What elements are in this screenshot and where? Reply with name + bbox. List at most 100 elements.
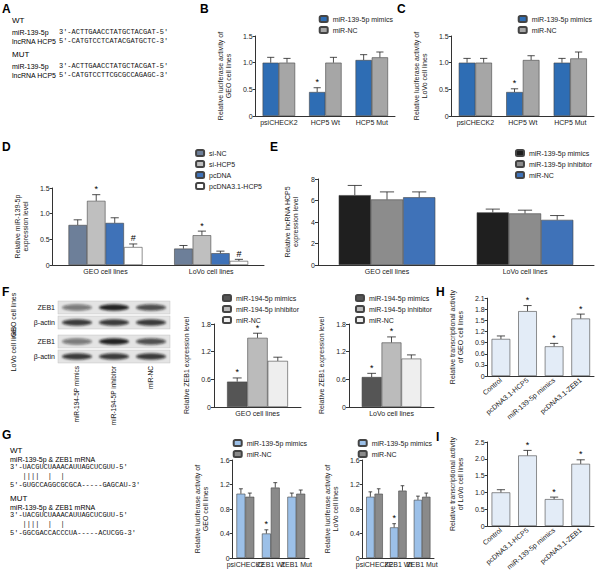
svg-text:of GEO cell lines: of GEO cell lines [457, 311, 464, 364]
svg-text:psiCHECK2: psiCHECK2 [260, 119, 297, 127]
svg-text:Relative lncRNA HCP5: Relative lncRNA HCP5 [284, 186, 291, 257]
svg-text:pcDNA3.1-HCP5: pcDNA3.1-HCP5 [485, 526, 531, 566]
svg-text:expression level: expression level [292, 196, 300, 247]
svg-text:Relative luciferase activity o: Relative luciferase activity of [194, 465, 202, 553]
svg-text:*: * [200, 221, 204, 231]
svg-text:1.5: 1.5 [243, 33, 253, 40]
svg-text:LoVo cell lines: LoVo cell lines [503, 268, 548, 275]
svg-text:expression level: expression level [22, 201, 30, 252]
svg-text:miR-139-5p mimics: miR-139-5p mimics [506, 526, 558, 571]
svg-text:*: * [579, 449, 583, 459]
svg-text:*: * [526, 295, 530, 305]
svg-text:2.5: 2.5 [475, 439, 485, 446]
svg-text:miR-NC: miR-NC [372, 451, 397, 458]
svg-text:0: 0 [481, 373, 485, 380]
svg-text:pcDNA: pcDNA [209, 172, 232, 180]
svg-text:miR-194-5p inhibitor: miR-194-5p inhibitor [236, 306, 300, 314]
svg-text:miR-139-5p mimics: miR-139-5p mimics [333, 16, 394, 24]
svg-text:miR-194-5p inhibitor: miR-194-5p inhibitor [369, 306, 433, 314]
svg-text:GEO cell lines: GEO cell lines [365, 268, 410, 275]
svg-text:GEO cell lines: GEO cell lines [202, 486, 209, 531]
svg-text:1.2: 1.2 [336, 348, 346, 355]
svg-text:Control: Control [481, 526, 503, 546]
svg-text:Control: Control [481, 376, 503, 396]
svg-text:1.5: 1.5 [439, 33, 449, 40]
svg-text:GEO cell lines: GEO cell lines [225, 53, 232, 98]
svg-text:miR-NC: miR-NC [247, 451, 272, 458]
svg-text:1.5: 1.5 [475, 317, 485, 324]
svg-text:0: 0 [342, 404, 346, 411]
svg-text:1.2: 1.2 [350, 481, 360, 488]
svg-text:miR-139-5p mimics: miR-139-5p mimics [529, 150, 590, 158]
svg-text:0: 0 [207, 404, 211, 411]
svg-text:β-actin: β-actin [34, 353, 55, 361]
svg-text:ZEB1: ZEB1 [37, 338, 55, 345]
svg-text:0.8: 0.8 [350, 506, 360, 513]
svg-text:*: * [552, 487, 556, 497]
svg-text:Relative transcriptional activ: Relative transcriptional activity [449, 290, 457, 385]
svg-text:ZEB1 Mut: ZEB1 Mut [281, 561, 312, 568]
svg-text:0.6: 0.6 [336, 376, 346, 383]
svg-text:LoVo cell lines: LoVo cell lines [189, 268, 234, 275]
svg-text:pcDNA3.1-ZEB1: pcDNA3.1-ZEB1 [539, 526, 584, 565]
svg-text:2.1: 2.1 [475, 295, 485, 302]
svg-text:4: 4 [311, 219, 315, 226]
svg-text:GEO cell lines: GEO cell lines [235, 410, 280, 417]
svg-text:Relative ZEB1 expression level: Relative ZEB1 expression level [183, 317, 191, 414]
svg-text:Relative ZEB1 expression level: Relative ZEB1 expression level [318, 317, 326, 414]
svg-text:miR-194-5P mimics: miR-194-5P mimics [73, 365, 80, 422]
svg-text:miR-139-5p mimics: miR-139-5p mimics [372, 440, 433, 448]
svg-text:1.6: 1.6 [220, 457, 230, 464]
svg-text:*: * [526, 440, 530, 450]
svg-text:LoVo cell lines: LoVo cell lines [369, 410, 414, 417]
svg-text:HCP5 Wt: HCP5 Wt [311, 119, 340, 126]
svg-text:1.0: 1.0 [243, 59, 253, 66]
svg-text:0.4: 0.4 [350, 530, 360, 537]
svg-text:0.5: 0.5 [40, 236, 50, 243]
svg-text:miR-194-5p mimics: miR-194-5p mimics [236, 295, 297, 303]
svg-text:Relative transcriptional activ: Relative transcriptional activity [449, 436, 457, 531]
svg-text:miR-NC: miR-NC [529, 172, 554, 179]
svg-text:1.0: 1.0 [439, 59, 449, 66]
svg-text:ZEB1: ZEB1 [37, 304, 55, 311]
svg-text:miR-NC: miR-NC [532, 27, 557, 34]
svg-text:miR-NC: miR-NC [333, 27, 358, 34]
svg-text:1.2: 1.2 [220, 481, 230, 488]
svg-text:0.5: 0.5 [439, 86, 449, 93]
svg-text:0: 0 [445, 113, 449, 120]
svg-text:*: * [235, 367, 239, 377]
svg-text:*: * [392, 513, 396, 523]
svg-text:*: * [256, 323, 260, 333]
svg-text:0.6: 0.6 [475, 350, 485, 357]
svg-text:GEO cell lines: GEO cell lines [83, 268, 128, 275]
svg-text:1.8: 1.8 [475, 306, 485, 313]
svg-text:pcDNA3.1-HCP5: pcDNA3.1-HCP5 [209, 183, 262, 191]
svg-text:6: 6 [311, 197, 315, 204]
svg-text:LoVo cell lines: LoVo cell lines [332, 486, 339, 531]
svg-text:0.4: 0.4 [220, 530, 230, 537]
svg-text:miR-NC: miR-NC [369, 317, 394, 324]
svg-text:miR-194-5p mimics: miR-194-5p mimics [369, 295, 430, 303]
svg-text:Relative luciferase activity o: Relative luciferase activity of [413, 32, 421, 120]
svg-text:1.5: 1.5 [40, 185, 50, 192]
svg-text:miR-NC: miR-NC [147, 366, 154, 389]
svg-text:1.0: 1.0 [475, 489, 485, 496]
svg-text:*: * [579, 304, 583, 314]
svg-text:#: # [236, 249, 241, 259]
svg-text:0.6: 0.6 [201, 376, 211, 383]
svg-text:miR-194-5P inhibitor: miR-194-5P inhibitor [110, 365, 117, 425]
svg-text:miR-139-5p inhibitor: miR-139-5p inhibitor [529, 161, 593, 169]
svg-text:0.9: 0.9 [475, 339, 485, 346]
svg-text:0.8: 0.8 [220, 506, 230, 513]
svg-text:miR-139-5p mimics: miR-139-5p mimics [532, 16, 593, 24]
svg-text:psiCHECK2: psiCHECK2 [457, 119, 494, 127]
svg-text:Relative luciferase activity o: Relative luciferase activity of [217, 32, 225, 120]
svg-text:0: 0 [249, 113, 253, 120]
svg-text:*: * [315, 77, 319, 87]
svg-text:2.0: 2.0 [475, 455, 485, 462]
svg-text:1.2: 1.2 [201, 348, 211, 355]
svg-text:miR-139-5p mimics: miR-139-5p mimics [506, 376, 558, 421]
svg-text:1.2: 1.2 [475, 328, 485, 335]
svg-text:*: * [513, 78, 517, 88]
svg-text:1.5: 1.5 [475, 472, 485, 479]
